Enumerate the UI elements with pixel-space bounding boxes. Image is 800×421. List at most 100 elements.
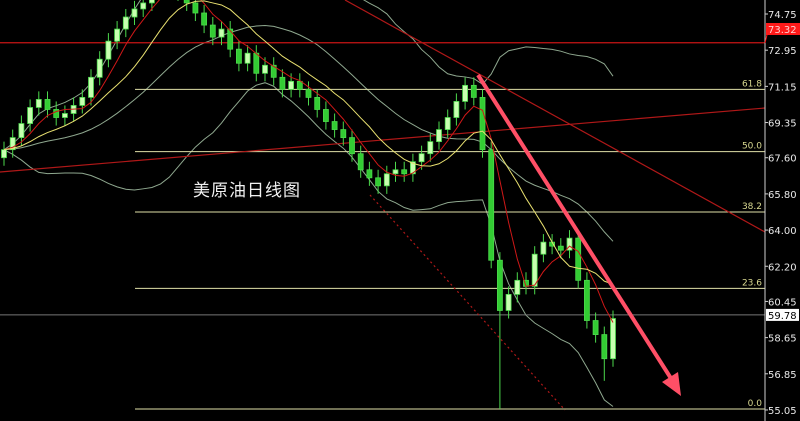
candle-body: [296, 80, 303, 90]
falling-trendline: [344, 0, 766, 233]
candle: [488, 141, 495, 269]
price-axis-tick-label: 65.80: [768, 190, 797, 201]
price-axis-tick-label: 55.05: [768, 406, 797, 417]
candle: [148, 0, 155, 11]
candle: [436, 121, 442, 150]
candle-body: [88, 76, 94, 98]
candle: [584, 272, 590, 329]
candle-body: [436, 129, 442, 143]
fib-label-0.0: 0.0: [748, 399, 763, 409]
candle-body: [592, 320, 599, 335]
candle-body: [488, 149, 495, 261]
marked-price-label: 73.32: [768, 25, 797, 36]
candle-body: [322, 109, 329, 122]
candle: [566, 230, 573, 259]
candle: [305, 81, 312, 106]
candle-body: [18, 123, 25, 139]
candle-body: [349, 137, 355, 155]
candle: [592, 312, 599, 343]
current-price-badge: [766, 308, 799, 321]
candle-body: [409, 161, 416, 175]
candle-body: [383, 173, 390, 187]
candle: [218, 21, 225, 46]
candle-body: [122, 16, 129, 30]
candle: [444, 109, 451, 138]
candle: [122, 8, 129, 38]
candle: [177, 0, 179, 1]
candle: [409, 153, 416, 182]
candle-body: [192, 2, 199, 14]
candle: [192, 0, 199, 22]
candle-body: [279, 76, 286, 90]
candle: [53, 101, 60, 126]
candle-body: [366, 169, 373, 179]
marked-price-badge: [766, 23, 800, 35]
candle-body: [227, 28, 234, 50]
candle: [392, 161, 399, 182]
candle: [1, 141, 7, 166]
candle-body: [357, 153, 364, 171]
candle-body: [540, 241, 547, 255]
dotted-trendline: [369, 194, 566, 411]
moving-average-5: [3, 0, 614, 323]
candle: [531, 246, 538, 295]
candle: [88, 69, 94, 106]
price-axis-tick-label: 62.20: [768, 262, 797, 273]
candle-body: [444, 117, 451, 130]
candle-body: [418, 153, 425, 163]
candle: [35, 91, 42, 116]
candle-body: [27, 107, 34, 124]
candle: [227, 21, 234, 58]
candle: [523, 272, 529, 295]
forecast-arrow-shaft: [476, 73, 674, 382]
candle-body: [262, 64, 268, 74]
candle: [183, 0, 190, 11]
candle: [79, 89, 86, 114]
candle-body: [244, 52, 251, 64]
candle: [575, 230, 582, 289]
candle: [322, 101, 329, 130]
bollinger-lower-band: [3, 82, 614, 407]
candle-body: [235, 48, 242, 64]
candle: [314, 89, 321, 118]
candle-body: [148, 0, 155, 4]
candle-body: [62, 113, 68, 118]
price-axis-tick-label: 56.85: [768, 370, 797, 381]
candle: [470, 77, 477, 106]
candle-body: [131, 8, 138, 18]
candle: [18, 115, 25, 146]
candle-body: [114, 28, 120, 42]
price-axis-tick-label: 60.45: [768, 297, 797, 308]
candle-body: [140, 2, 147, 10]
candle-body: [314, 97, 321, 110]
candle-body: [575, 237, 582, 281]
candle: [366, 161, 373, 186]
candle-body: [209, 24, 216, 38]
candle: [105, 33, 112, 68]
candle: [401, 161, 408, 182]
candle-body: [514, 279, 521, 295]
candle: [235, 41, 242, 72]
candle: [270, 57, 277, 86]
candle: [9, 129, 16, 158]
candle-body: [9, 137, 16, 151]
candle-body: [183, 0, 190, 4]
candle: [201, 4, 208, 34]
candle-body: [479, 97, 486, 151]
candle-body: [44, 99, 51, 110]
candle-body: [566, 237, 573, 251]
price-axis-tick-label: 69.35: [768, 119, 797, 130]
candle: [462, 77, 469, 110]
candle: [357, 145, 364, 178]
candle-body: [253, 52, 260, 74]
candle: [331, 113, 338, 138]
candle-body: [584, 279, 590, 321]
price-axis-background: [765, 0, 800, 421]
candle: [96, 51, 103, 86]
candle-body: [79, 97, 86, 106]
candle-body: [340, 129, 347, 139]
candle: [244, 45, 251, 72]
candle-body: [427, 141, 434, 155]
candle-body: [531, 253, 538, 287]
